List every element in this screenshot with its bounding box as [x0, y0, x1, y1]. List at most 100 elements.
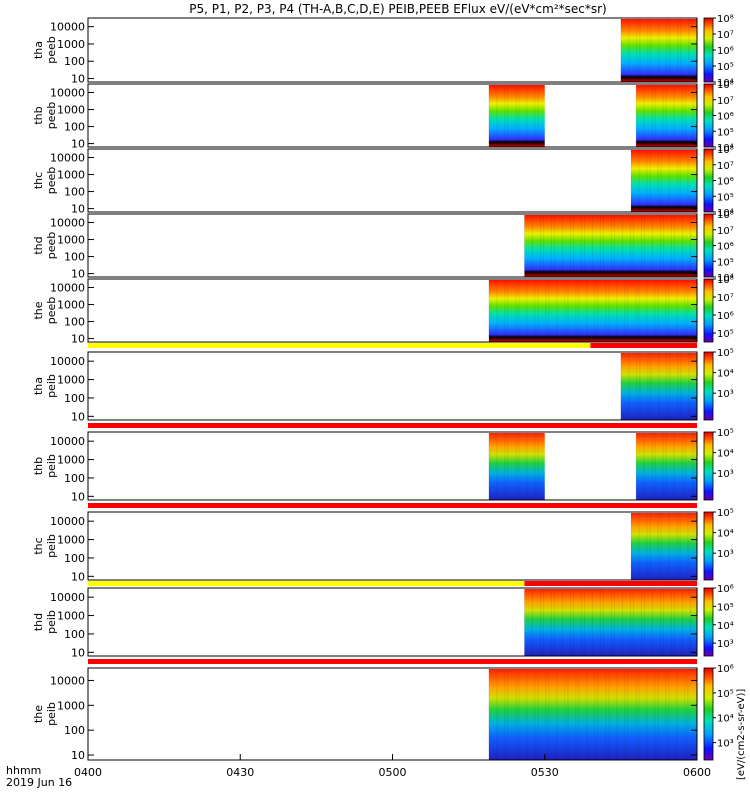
colorbar-tick-label: 10⁸ — [717, 275, 734, 286]
colorbar-tick-label: 10⁸ — [717, 14, 734, 25]
y-tick-label: 10000 — [50, 435, 85, 448]
y-tick-label: 10000 — [50, 674, 85, 687]
x-tick-label: 0400 — [74, 766, 102, 779]
colorbar-tick-label: 10⁵ — [717, 602, 734, 613]
y-tick-label: 1000 — [57, 169, 85, 182]
y-tick-label: 10 — [71, 333, 85, 346]
colorbar — [703, 431, 714, 501]
y-tick-label: 10 — [71, 268, 85, 281]
panel-frame — [87, 431, 698, 501]
y-tick-label: 10 — [71, 410, 85, 423]
colorbar-tick-label: 10⁷ — [717, 161, 734, 172]
panel-label-probe: thb — [32, 457, 45, 475]
y-tick-label: 10 — [71, 570, 85, 583]
colorbar-tick-label: 10⁵ — [717, 348, 734, 359]
colorbar — [703, 278, 714, 343]
colorbar-tick-label: 10⁴ — [717, 273, 734, 284]
panel-label-probe: the — [32, 301, 45, 319]
y-tick-label: 100 — [64, 186, 85, 199]
y-tick-label: 1000 — [57, 610, 85, 623]
colorbar-tick-label: 10⁶ — [717, 46, 734, 57]
panel-frame — [87, 17, 698, 83]
panel-frame — [87, 213, 698, 278]
chart-title: P5, P1, P2, P3, P4 (TH-A,B,C,D,E) PEIB,P… — [189, 2, 606, 16]
panel-label-product: peeb — [45, 167, 58, 195]
panel-frame — [87, 278, 698, 343]
spectrogram-block — [636, 85, 697, 147]
colorbar-tick-label: 10³ — [717, 549, 734, 560]
spectrogram-block — [488, 669, 697, 760]
spectrogram-block — [631, 513, 697, 580]
colorbar — [703, 213, 714, 278]
colorbar-tick-label: 10⁵ — [717, 127, 734, 138]
y-tick-label: 10 — [71, 73, 85, 86]
colorbar-tick-label: 10⁴ — [717, 449, 734, 460]
spectrogram-block — [524, 589, 697, 656]
colorbar-tick-label: 10⁷ — [717, 293, 734, 304]
y-tick-label: 10 — [71, 138, 85, 151]
colorbar — [703, 587, 714, 657]
colorbar-tick-label: 10⁷ — [717, 96, 734, 107]
panel-the-peib: 10 100 1000 10000 the peib 10⁶ 10⁵ 10⁴ 10³ — [32, 664, 734, 762]
colorbar-tick-label: 10⁴ — [717, 208, 734, 219]
colorbar-tick-label: 10⁷ — [717, 226, 734, 237]
colorbar-tick-label: 10⁴ — [717, 369, 734, 380]
y-tick-label: 100 — [64, 552, 85, 565]
colorbar-tick-label: 10⁸ — [717, 145, 734, 156]
y-tick-label: 100 — [64, 392, 85, 405]
colorbar-tick-label: 10⁸ — [717, 80, 734, 91]
panel-thb-peeb: 10 100 1000 10000 thb peeb 10⁸ 10⁷ 10⁶ 10⁵ 10⁴ — [32, 80, 734, 154]
time-unit-label: hhmm — [6, 764, 41, 777]
colorbar — [703, 351, 714, 421]
panel-frame — [87, 83, 698, 148]
y-tick-label: 10000 — [50, 87, 85, 100]
quality-stripe — [88, 659, 697, 664]
colorbar-tick-label: 10⁵ — [717, 329, 734, 340]
panel-thc-peeb: 10 100 1000 10000 thc peeb 10⁸ 10⁷ 10⁶ 10⁵ 10⁴ — [32, 145, 734, 219]
panel-tha-peeb: 10 100 1000 10000 tha peeb 10⁸ 10⁷ 10⁶ 10⁵ 10⁴ — [32, 14, 734, 89]
colorbar-tick-label: 10⁵ — [717, 257, 734, 268]
y-tick-label: 100 — [64, 472, 85, 485]
colorbar — [703, 148, 714, 213]
panel-label-probe: thb — [32, 106, 45, 124]
y-tick-label: 10000 — [50, 355, 85, 368]
colorbar-tick-label: 10⁵ — [717, 689, 734, 700]
quality-stripe — [88, 423, 697, 428]
panel-label-product: peib — [45, 702, 58, 726]
panel-label-product: peeb — [45, 36, 58, 64]
y-tick-label: 10 — [71, 646, 85, 659]
panel-frame — [87, 511, 698, 581]
quality-stripe — [590, 343, 697, 348]
colorbar — [703, 667, 714, 761]
y-tick-label: 1000 — [57, 234, 85, 247]
colorbar-tick-label: 10³ — [717, 389, 734, 400]
panel-label-probe: the — [32, 705, 45, 723]
quality-stripe — [88, 503, 697, 508]
colorbar-tick-label: 10³ — [717, 639, 734, 650]
y-tick-label: 100 — [64, 251, 85, 264]
y-tick-label: 1000 — [57, 38, 85, 51]
date-label: 2019 Jun 16 — [6, 776, 72, 789]
y-tick-label: 100 — [64, 55, 85, 68]
spectrogram-block — [620, 19, 697, 82]
panel-thc-peib: 10 100 1000 10000 thc peib 10⁵ 10⁴ 10³ — [32, 508, 734, 586]
panel-tha-peib: 10 100 1000 10000 tha peib 10⁵ 10⁴ 10³ — [32, 348, 734, 428]
colorbar-tick-label: 10⁶ — [717, 584, 734, 595]
panel-label-probe: thd — [32, 236, 45, 254]
x-tick-label: 0500 — [379, 766, 407, 779]
panel-label-product: peib — [45, 610, 58, 634]
y-tick-label: 1000 — [57, 374, 85, 387]
colorbar-tick-label: 10⁶ — [717, 311, 734, 322]
y-tick-label: 100 — [64, 628, 85, 641]
x-axis: 0400 0430 0500 0530 0600 — [74, 754, 711, 779]
quality-stripe — [88, 343, 591, 348]
colorbar-tick-label: 10⁷ — [717, 30, 734, 41]
y-tick-label: 10000 — [50, 152, 85, 165]
colorbar-tick-label: 10³ — [717, 739, 734, 750]
panel-thb-peib: 10 100 1000 10000 thb peib 10⁵ 10⁴ 10³ — [32, 428, 734, 508]
y-tick-label: 10 — [71, 203, 85, 216]
colorbar-tick-label: 10⁶ — [717, 112, 734, 123]
x-tick-label: 0430 — [226, 766, 254, 779]
y-tick-label: 10 — [71, 490, 85, 503]
